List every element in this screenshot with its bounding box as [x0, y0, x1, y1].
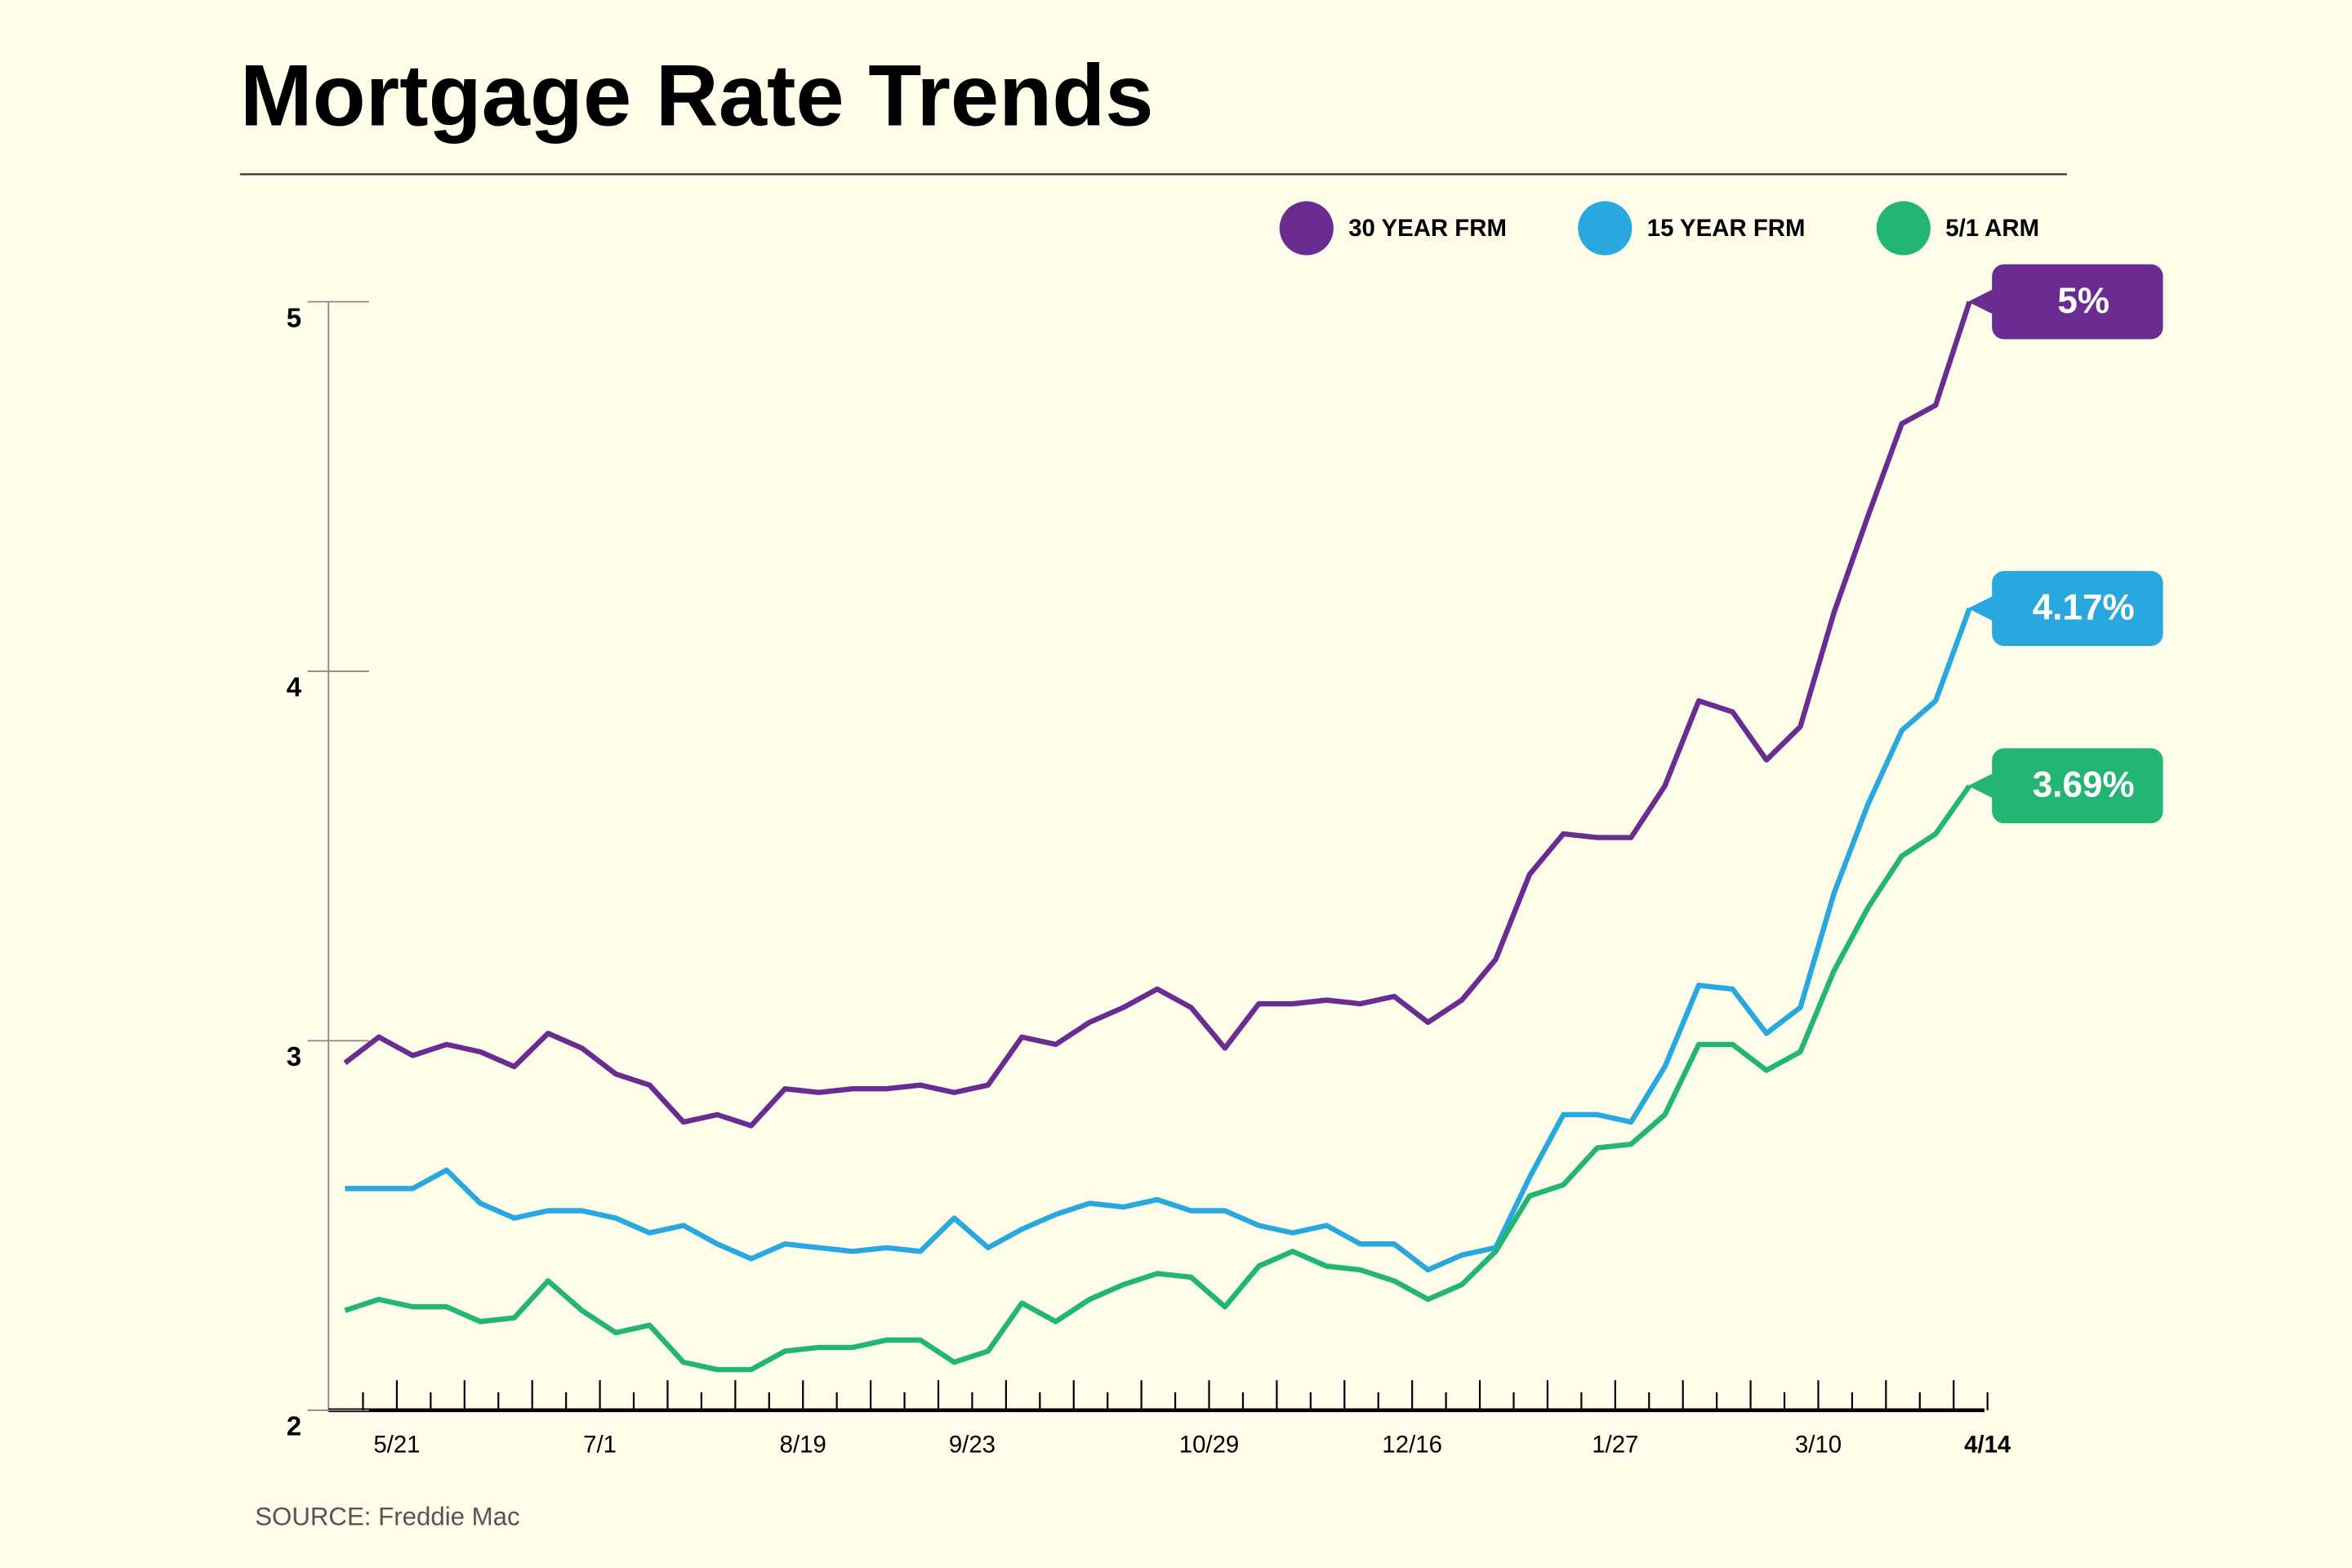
- x-tick-label: 4/14: [1964, 1432, 2011, 1459]
- x-tick-label: 1/27: [1592, 1432, 1638, 1459]
- series-line: [345, 607, 1972, 1273]
- legend-label: 30 YEAR FRM: [1348, 215, 1507, 242]
- series-line: [343, 301, 1972, 1129]
- x-tick-label: 9/23: [949, 1432, 996, 1459]
- x-tick-label: 10/29: [1179, 1432, 1240, 1459]
- legend-swatch: [1279, 201, 1334, 256]
- x-tick-label: 8/19: [780, 1432, 826, 1459]
- legend-label: 5/1 ARM: [1945, 215, 2039, 242]
- value-label: 5%: [2057, 281, 2109, 321]
- x-tick-label: 7/1: [583, 1432, 617, 1459]
- x-tick-label: 5/21: [373, 1432, 420, 1459]
- value-label: 4.17%: [2033, 587, 2135, 627]
- series-line: [344, 784, 1972, 1373]
- chart-title: Mortgage Rate Trends: [240, 47, 1154, 144]
- callout-box: [1967, 748, 2163, 824]
- value-label: 3.69%: [2033, 765, 2135, 805]
- x-tick-label: 3/10: [1795, 1432, 1842, 1459]
- y-tick-label: 2: [287, 1412, 301, 1442]
- source-note: SOURCE: Freddie Mac: [255, 1502, 519, 1530]
- callout-box: [1967, 264, 2163, 340]
- legend-label: 15 YEAR FRM: [1647, 215, 1806, 242]
- callout-box: [1967, 571, 2163, 646]
- y-tick-label: 4: [287, 673, 302, 703]
- x-tick-label: 12/16: [1382, 1432, 1442, 1459]
- legend-swatch: [1578, 201, 1633, 256]
- y-tick-label: 3: [287, 1042, 301, 1072]
- y-tick-label: 5: [287, 303, 301, 333]
- legend-swatch: [1876, 201, 1931, 256]
